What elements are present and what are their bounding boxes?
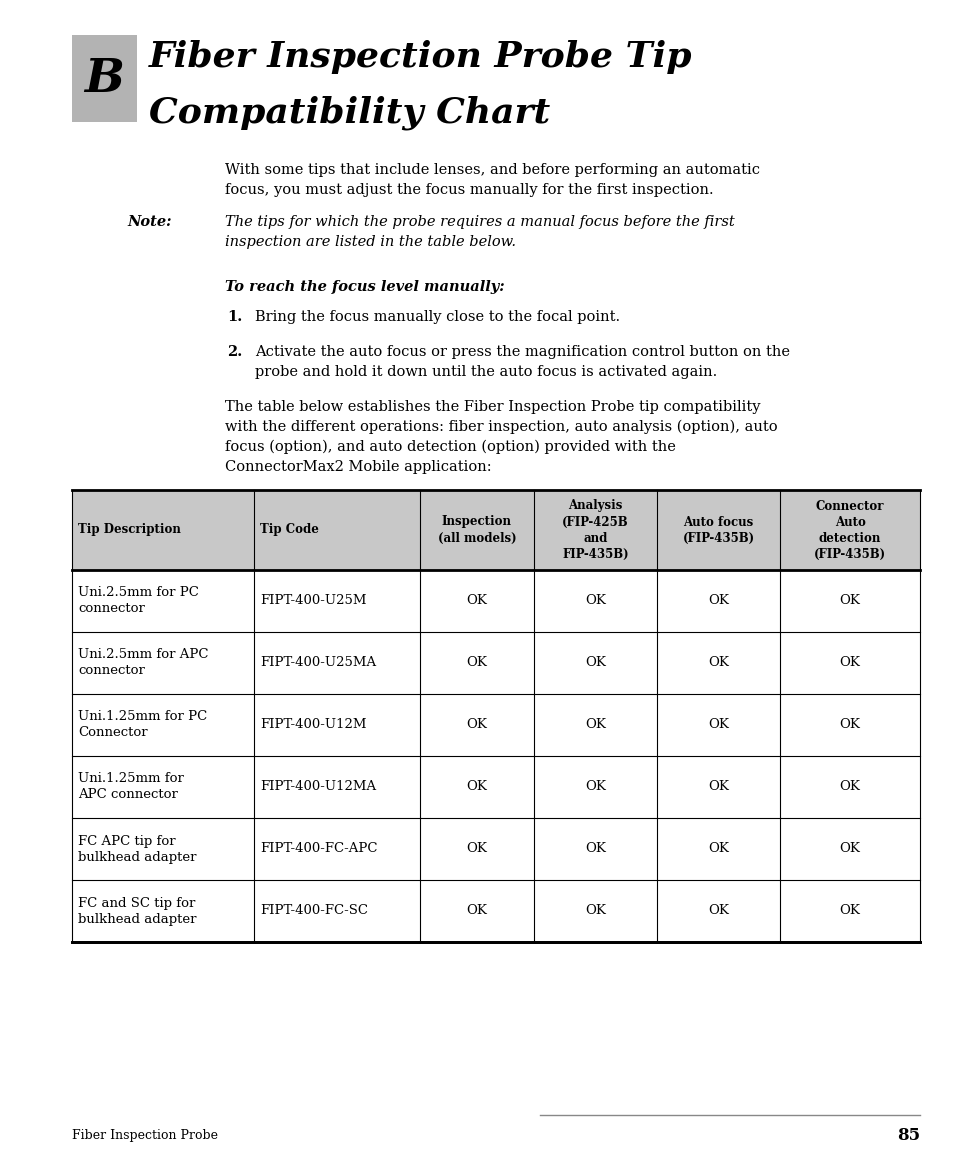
Text: The tips for which the probe requires a manual focus before the first: The tips for which the probe requires a … [225, 216, 734, 229]
Text: With some tips that include lenses, and before performing an automatic: With some tips that include lenses, and … [225, 163, 760, 177]
Text: Inspection
(all models): Inspection (all models) [437, 516, 516, 545]
Text: OK: OK [466, 780, 487, 794]
Text: FC APC tip for
bulkhead adapter: FC APC tip for bulkhead adapter [78, 834, 196, 863]
Text: Compatibility Chart: Compatibility Chart [149, 95, 550, 130]
Text: OK: OK [584, 656, 605, 670]
Text: To reach the focus level manually:: To reach the focus level manually: [225, 280, 504, 294]
Text: OK: OK [839, 843, 860, 855]
Text: FIPT-400-U12M: FIPT-400-U12M [260, 719, 367, 731]
Text: OK: OK [466, 656, 487, 670]
Text: Connector
Auto
detection
(FIP-435B): Connector Auto detection (FIP-435B) [813, 500, 885, 561]
Text: OK: OK [584, 780, 605, 794]
Text: ConnectorMax2 Mobile application:: ConnectorMax2 Mobile application: [225, 460, 491, 474]
Text: Bring the focus manually close to the focal point.: Bring the focus manually close to the fo… [254, 309, 619, 325]
Text: OK: OK [839, 656, 860, 670]
Text: Uni.2.5mm for PC
connector: Uni.2.5mm for PC connector [78, 586, 198, 615]
Text: Uni.1.25mm for PC
Connector: Uni.1.25mm for PC Connector [78, 710, 207, 739]
Text: OK: OK [839, 595, 860, 607]
Text: OK: OK [466, 843, 487, 855]
Text: Note:: Note: [127, 216, 172, 229]
Text: OK: OK [466, 595, 487, 607]
Text: B: B [85, 56, 124, 102]
Text: FIPT-400-FC-SC: FIPT-400-FC-SC [260, 904, 368, 918]
Text: OK: OK [839, 780, 860, 794]
Text: 2.: 2. [227, 345, 242, 359]
Text: 85: 85 [896, 1127, 919, 1144]
Text: Fiber Inspection Probe: Fiber Inspection Probe [71, 1129, 218, 1142]
Text: FIPT-400-U25MA: FIPT-400-U25MA [260, 656, 376, 670]
Text: focus (option), and auto detection (option) provided with the: focus (option), and auto detection (opti… [225, 440, 675, 454]
Text: FC and SC tip for
bulkhead adapter: FC and SC tip for bulkhead adapter [78, 897, 196, 926]
Text: OK: OK [584, 719, 605, 731]
Text: OK: OK [707, 719, 728, 731]
Text: Auto focus
(FIP-435B): Auto focus (FIP-435B) [681, 516, 754, 545]
Text: with the different operations: fiber inspection, auto analysis (option), auto: with the different operations: fiber ins… [225, 420, 777, 435]
Text: focus, you must adjust the focus manually for the first inspection.: focus, you must adjust the focus manuall… [225, 183, 713, 197]
Text: OK: OK [707, 843, 728, 855]
Text: probe and hold it down until the auto focus is activated again.: probe and hold it down until the auto fo… [254, 365, 717, 379]
Text: FIPT-400-U12MA: FIPT-400-U12MA [260, 780, 376, 794]
Text: Activate the auto focus or press the magnification control button on the: Activate the auto focus or press the mag… [254, 345, 789, 359]
Text: The table below establishes the Fiber Inspection Probe tip compatibility: The table below establishes the Fiber In… [225, 400, 760, 414]
Text: FIPT-400-U25M: FIPT-400-U25M [260, 595, 367, 607]
Text: Analysis
(FIP-425B
and
FIP-435B): Analysis (FIP-425B and FIP-435B) [561, 500, 628, 561]
Text: Uni.2.5mm for APC
connector: Uni.2.5mm for APC connector [78, 649, 209, 678]
Bar [71, 490, 919, 942]
Bar [71, 490, 919, 570]
Text: OK: OK [584, 904, 605, 918]
Text: Tip Description: Tip Description [78, 524, 181, 537]
Text: OK: OK [466, 904, 487, 918]
Text: OK: OK [707, 780, 728, 794]
Text: OK: OK [839, 904, 860, 918]
Text: OK: OK [707, 595, 728, 607]
Text: inspection are listed in the table below.: inspection are listed in the table below… [225, 235, 516, 249]
Bar [71, 35, 137, 122]
Text: FIPT-400-FC-APC: FIPT-400-FC-APC [260, 843, 377, 855]
Text: OK: OK [839, 719, 860, 731]
Text: OK: OK [707, 904, 728, 918]
Text: Tip Code: Tip Code [260, 524, 319, 537]
Text: OK: OK [466, 719, 487, 731]
Text: OK: OK [707, 656, 728, 670]
Text: OK: OK [584, 595, 605, 607]
Text: 1.: 1. [227, 309, 242, 325]
Text: Fiber Inspection Probe Tip: Fiber Inspection Probe Tip [149, 41, 692, 74]
Text: OK: OK [584, 843, 605, 855]
Text: Uni.1.25mm for
APC connector: Uni.1.25mm for APC connector [78, 773, 184, 802]
